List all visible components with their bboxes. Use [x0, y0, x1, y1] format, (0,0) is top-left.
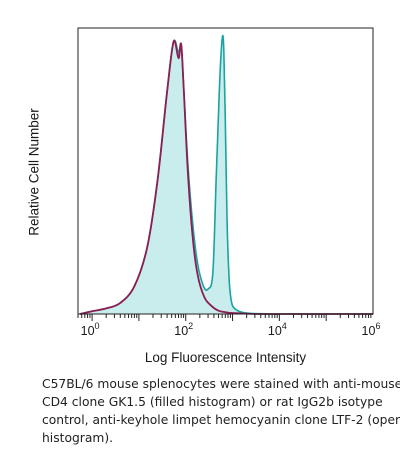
- x-tick-label: 104: [268, 321, 287, 338]
- filled-histogram-area: [79, 35, 374, 314]
- x-axis-label: Log Fluorescence Intensity: [144, 350, 307, 365]
- histogram-chart: 100 102 104 106: [77, 27, 381, 338]
- x-tick-label: 100: [81, 321, 100, 338]
- caption-line: CD4 clone GK1.5 (filled histogram) or ra…: [42, 395, 383, 409]
- caption-line: C57BL/6 mouse splenocytes were stained w…: [42, 377, 400, 391]
- caption-line: histogram).: [42, 431, 114, 445]
- x-tick-label: 106: [362, 321, 381, 338]
- figure-caption: C57BL/6 mouse splenocytes were stained w…: [42, 375, 400, 447]
- y-axis-label: Relative Cell Number: [26, 108, 42, 236]
- open-histogram-line: [79, 39, 373, 315]
- caption-line: control, anti-keyhole limpet hemocyanin …: [42, 413, 400, 427]
- x-tick-label: 102: [174, 321, 193, 338]
